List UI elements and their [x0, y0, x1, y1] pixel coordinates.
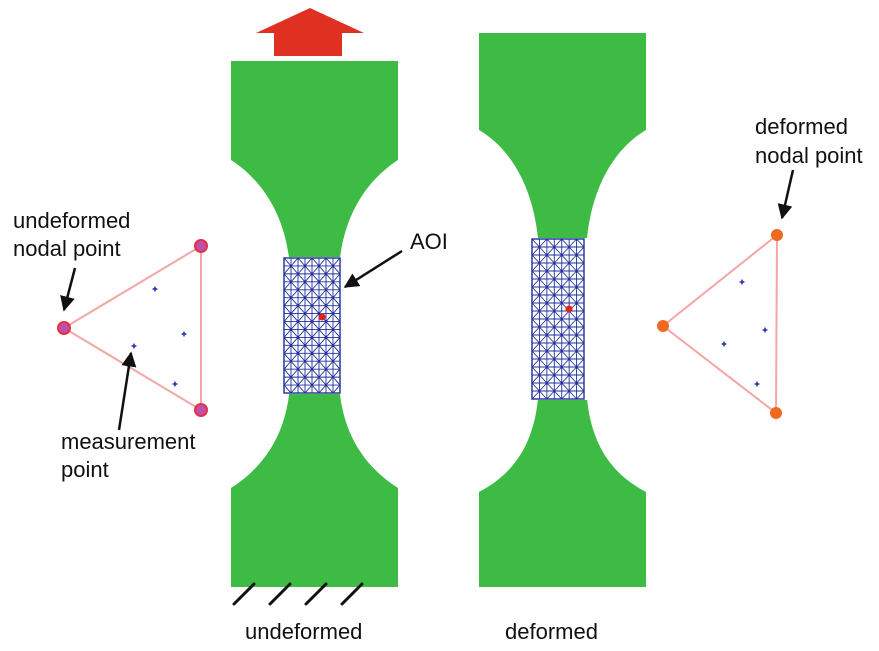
undeformed-measurement-points: [130, 285, 188, 388]
deformed-nodal-point: [771, 229, 783, 241]
measurement-point: [180, 330, 188, 338]
deformed-caption: deformed: [505, 619, 598, 644]
mesh-lines: [531, 238, 585, 400]
deformed-aoi-mesh: [531, 238, 585, 400]
measurement-point: [151, 285, 159, 293]
measurement-point-arrow: [117, 351, 137, 431]
measurement-point: [738, 278, 746, 286]
undeformed-center-point: [318, 313, 326, 321]
support-hatch-line: [340, 582, 364, 606]
annotation-arrows: [60, 169, 795, 431]
measurement-point: [130, 342, 138, 350]
deformed-nodal-point: [657, 320, 669, 332]
measurement-point: [171, 380, 179, 388]
undeformed-element-triangle: [57, 239, 208, 417]
hatched-support-icon: [232, 582, 364, 606]
deformed-measurement-points: [720, 278, 769, 388]
undeformed-caption: undeformed: [245, 619, 362, 644]
undeformed-nodal-point: [57, 321, 71, 335]
undeformed-nodal-point: [194, 403, 208, 417]
measurement-point: [720, 340, 728, 348]
deformed-nodal-point: [770, 407, 782, 419]
undeformed-element-edges: [62, 244, 202, 412]
undeformed-aoi-mesh: [283, 257, 341, 394]
support-hatch-line: [268, 582, 292, 606]
undeformed-nodal-point-label: nodal point: [13, 236, 121, 261]
load-arrow-icon: [256, 8, 364, 56]
deformed-nodal-point-label: deformed: [755, 114, 848, 139]
measurement-point-label: measurement: [61, 429, 196, 454]
deformed-specimen: [479, 33, 646, 587]
deformed-element-edges: [661, 232, 779, 416]
measurement-point: [753, 380, 761, 388]
support-hatch-line: [304, 582, 328, 606]
deformed-center-point: [565, 305, 573, 313]
support-hatch-line: [232, 582, 256, 606]
measurement-point-label: point: [61, 457, 109, 482]
deformed-nodal-point-arrow: [777, 169, 795, 220]
measurement-point: [761, 326, 769, 334]
undeformed-nodal-point: [194, 239, 208, 253]
undeformed-nodal-point-label: undeformed: [13, 208, 130, 233]
aoi-label: AOI: [410, 229, 448, 254]
undeformed-nodal-point-arrow: [60, 267, 77, 312]
mesh-lines: [283, 257, 341, 394]
aoi-arrow: [343, 249, 403, 289]
deformed-nodal-point-label: nodal point: [755, 143, 863, 168]
deformed-element-triangle: [657, 229, 783, 419]
